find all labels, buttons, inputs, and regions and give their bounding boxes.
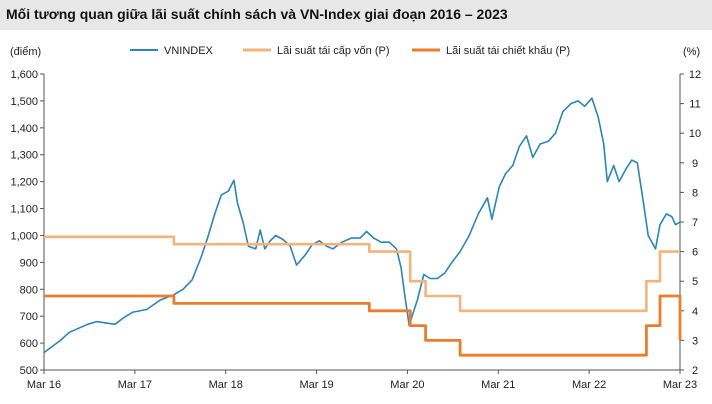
series-layer xyxy=(43,97,682,357)
y-right-tick-label: 12 xyxy=(689,69,701,81)
y-right-tick-label: 11 xyxy=(689,99,700,111)
y-left-tick-label: 1,200 xyxy=(10,177,38,189)
y-left-tick-label: 700 xyxy=(20,311,38,323)
y-left-tick-label: 900 xyxy=(20,257,38,269)
y-left-tick-label: 1,000 xyxy=(10,230,38,242)
y-axis-right-unit: (%) xyxy=(683,46,700,58)
y-right-tick-label: 2 xyxy=(692,365,698,377)
y-left-tick-label: 1,500 xyxy=(10,96,38,108)
series-vnindex-line xyxy=(43,97,681,354)
x-tick-label: Mar 23 xyxy=(663,379,697,391)
legend-discount-rate-label: Lãi suất tái chiết khấu (P) xyxy=(446,45,570,57)
x-tick-label: Mar 19 xyxy=(299,379,333,391)
y-right-tick-label: 10 xyxy=(689,128,701,140)
y-right-tick-label: 7 xyxy=(692,217,698,229)
y-right-tick-label: 9 xyxy=(692,158,698,170)
y-left-tick-label: 600 xyxy=(20,338,38,350)
y-left-tick-label: 1,100 xyxy=(10,204,38,216)
y-left-tick-label: 800 xyxy=(20,284,38,296)
y-right-tick-label: 5 xyxy=(692,276,698,288)
y-right-tick-label: 3 xyxy=(692,335,698,347)
y-left-tick-label: 1,600 xyxy=(10,69,38,81)
y-right-tick-label: 4 xyxy=(692,306,698,318)
chart-title: Mối tương quan giữa lãi suất chính sách … xyxy=(6,6,508,22)
x-tick-label: Mar 22 xyxy=(572,379,606,391)
legend: VNINDEX Lãi suất tái cấp vốn (P) Lãi suất … xyxy=(130,45,570,57)
y-left-tick-label: 500 xyxy=(20,365,38,377)
chart-title-bar: Mối tương quan giữa lãi suất chính sách … xyxy=(0,0,712,30)
y-axis-left-unit: (điểm) xyxy=(10,46,41,58)
y-right-tick-label: 6 xyxy=(692,247,698,259)
axes-layer: (điểm) (%) 500 600 700 800 900 1,000 1,100 1,200 1… xyxy=(10,46,701,391)
y-left-tick-label: 1,300 xyxy=(10,150,38,162)
series-refinancing-rate-line xyxy=(44,235,680,313)
x-tick-label: Mar 16 xyxy=(27,379,61,391)
y-right-tick-label: 8 xyxy=(692,187,698,199)
x-tick-label: Mar 17 xyxy=(118,379,152,391)
legend-refinancing-rate-label: Lãi suất tái cấp vốn (P) xyxy=(277,45,390,57)
series-discount-rate-line xyxy=(44,294,682,357)
x-tick-label: Mar 18 xyxy=(209,379,243,391)
x-tick-label: Mar 20 xyxy=(390,379,424,391)
x-tick-label: Mar 21 xyxy=(481,379,515,391)
y-left-tick-label: 1,400 xyxy=(10,123,38,135)
legend-vnindex-label: VNINDEX xyxy=(164,45,214,57)
